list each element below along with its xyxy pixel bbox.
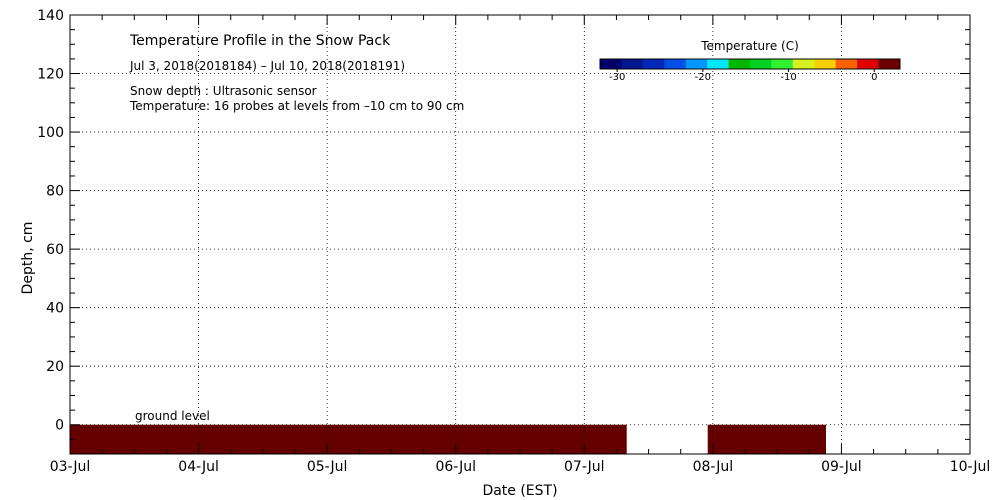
temperature-band-1 bbox=[707, 424, 826, 454]
y-tick-label: 100 bbox=[37, 125, 64, 141]
colorbar-cell bbox=[600, 59, 622, 69]
temperature-band-0 bbox=[70, 424, 627, 454]
colorbar-cell bbox=[835, 59, 858, 69]
colorbar-tick-label: -10 bbox=[780, 72, 796, 83]
x-tick-label: 08-Jul bbox=[693, 459, 734, 475]
colorbar-cell bbox=[642, 59, 665, 69]
colorbar-cell bbox=[621, 59, 644, 69]
colorbar-cells bbox=[600, 59, 901, 69]
note-temperature: Temperature: 16 probes at levels from –1… bbox=[129, 99, 464, 113]
colorbar-title: Temperature (C) bbox=[700, 39, 799, 53]
chart-title: Temperature Profile in the Snow Pack bbox=[129, 33, 391, 49]
colorbar-tick-label: -30 bbox=[609, 72, 625, 83]
x-tick-label: 04-Jul bbox=[178, 459, 219, 475]
temperature-bands bbox=[70, 424, 826, 454]
grid bbox=[70, 15, 970, 454]
plot-frame bbox=[69, 14, 971, 455]
x-tick-label: 09-Jul bbox=[821, 459, 862, 475]
colorbar-cell bbox=[664, 59, 687, 69]
note-snow-depth: Snow depth : Ultrasonic sensor bbox=[130, 84, 317, 98]
y-tick-label: 0 bbox=[55, 418, 64, 434]
colorbar-cell bbox=[685, 59, 708, 69]
x-tick-label: 06-Jul bbox=[435, 459, 476, 475]
x-tick-labels: 03-Jul 04-Jul 05-Jul 06-Jul 07-Jul 08-Jul 09-J… bbox=[50, 459, 991, 475]
y-tick-label: 40 bbox=[46, 301, 64, 317]
x-tick-label: 03-Jul bbox=[50, 459, 91, 475]
x-tick-label: 05-Jul bbox=[307, 459, 348, 475]
ground-level-label: ground level bbox=[135, 409, 210, 423]
colorbar-cell bbox=[792, 59, 815, 69]
colorbar: Temperature (C) -30 -20 -10 0 bbox=[599, 39, 901, 83]
x-axis-label: Date (EST) bbox=[482, 483, 557, 499]
axis-ticks bbox=[69, 14, 971, 455]
y-tick-label: 140 bbox=[37, 8, 64, 24]
chart-subtitle: Jul 3, 2018(2018184) – Jul 10, 2018(2018… bbox=[129, 59, 405, 73]
y-tick-labels: 0 20 40 60 80 100 120 140 bbox=[37, 8, 64, 434]
colorbar-tick-label: 0 bbox=[871, 72, 877, 83]
y-tick-label: 80 bbox=[46, 184, 64, 200]
y-tick-label: 60 bbox=[46, 242, 64, 258]
y-axis-label: Depth, cm bbox=[20, 222, 36, 295]
colorbar-ticks: -30 -20 -10 0 bbox=[609, 69, 877, 83]
x-tick-label: 10-Jul bbox=[950, 459, 991, 475]
colorbar-cell bbox=[707, 59, 730, 69]
y-tick-label: 20 bbox=[46, 359, 64, 375]
colorbar-frame bbox=[599, 58, 901, 70]
colorbar-cell bbox=[857, 59, 880, 69]
x-tick-label: 07-Jul bbox=[564, 459, 605, 475]
colorbar-cell bbox=[728, 59, 751, 69]
colorbar-cell bbox=[878, 59, 901, 69]
colorbar-cell bbox=[771, 59, 794, 69]
colorbar-tick-label: -20 bbox=[695, 72, 711, 83]
colorbar-cell bbox=[814, 59, 837, 69]
colorbar-cell bbox=[750, 59, 772, 69]
y-tick-label: 120 bbox=[37, 67, 64, 83]
